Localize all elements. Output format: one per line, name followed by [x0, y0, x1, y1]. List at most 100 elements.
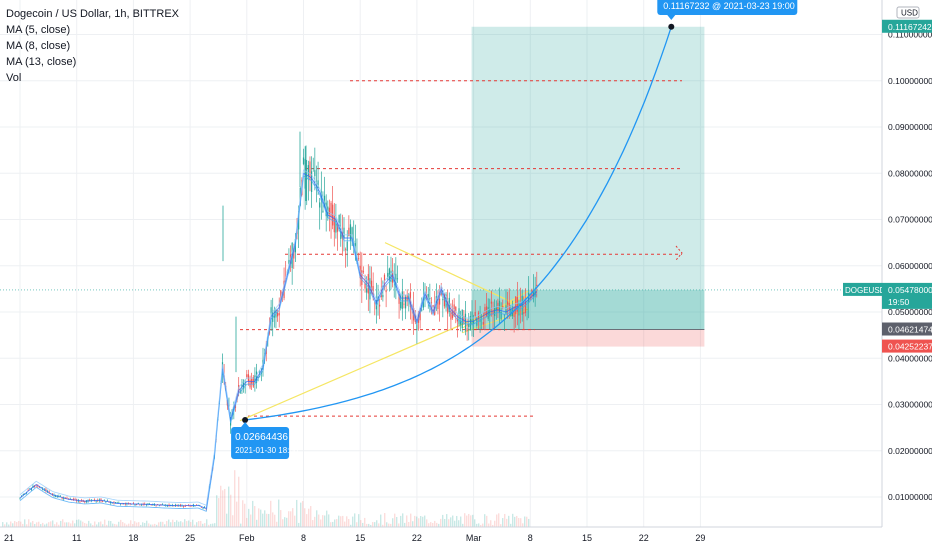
volume-bar — [118, 521, 120, 527]
candle-body — [254, 375, 256, 383]
volume-bar — [426, 519, 428, 527]
legend-vol[interactable]: Vol — [6, 72, 22, 84]
volume-bar — [214, 523, 216, 527]
candle-body — [484, 307, 486, 315]
horizontal-levels[interactable] — [240, 80, 683, 417]
price-tick: 0.03000000 — [888, 400, 932, 410]
candle-body — [103, 500, 105, 501]
volume-bar — [130, 520, 132, 527]
volume-bar — [218, 498, 220, 527]
candle-body — [322, 210, 324, 212]
volume-bar — [242, 500, 244, 527]
volume-bar — [168, 519, 170, 527]
legend-ma5[interactable]: MA (5, close) — [6, 24, 71, 36]
volume-bar — [224, 488, 226, 527]
volume-bar — [508, 515, 510, 527]
volume-bar — [258, 508, 260, 527]
volume-bar — [78, 519, 80, 527]
volume-bar — [390, 523, 392, 527]
volume-bar — [292, 508, 294, 527]
volume-bar — [136, 522, 138, 527]
candle-body — [476, 317, 478, 326]
volume-bar — [280, 510, 282, 527]
volume-bar — [230, 494, 232, 527]
candle-body — [204, 507, 206, 508]
time-tick: 15 — [355, 533, 365, 543]
candle-body — [272, 310, 274, 322]
position-zones[interactable] — [0, 26, 882, 347]
candle-body — [343, 227, 345, 239]
volume-bar — [356, 522, 358, 527]
volume-bar — [250, 514, 252, 527]
volume-bar — [38, 521, 40, 527]
volume-bar — [176, 520, 178, 527]
volume-bar — [84, 523, 86, 527]
candle-body — [474, 312, 476, 316]
volume-bar — [494, 520, 496, 527]
projection-path — [245, 26, 672, 421]
time-tick: Feb — [239, 533, 255, 543]
bottom-callout-box — [231, 427, 290, 460]
candle-body — [419, 311, 421, 321]
volume-bar — [248, 508, 250, 527]
candle-body — [516, 297, 518, 312]
volume-bar — [482, 523, 484, 527]
candle-body — [29, 488, 31, 490]
volume-bar — [474, 519, 476, 527]
candle-body — [114, 502, 117, 504]
volume-bar — [276, 521, 278, 527]
volume-bar — [96, 524, 98, 527]
volume-bar — [82, 521, 84, 527]
candle-body — [398, 294, 400, 304]
volume-bar — [484, 514, 486, 527]
price-axis[interactable]: 0.11000000 0.10000000 0.09000000 0.08000000… — [843, 0, 932, 550]
time-axis[interactable]: 21 11 18 25 Feb 8 15 22 Mar 8 15 22 29 — [0, 526, 932, 550]
legend-ma8[interactable]: MA (8, close) — [6, 40, 71, 52]
volume-bar — [386, 522, 388, 527]
volume-bar — [16, 522, 18, 527]
volume-bar — [296, 499, 298, 527]
volume-bar — [28, 519, 30, 527]
legend-ma13[interactable]: MA (13, close) — [6, 56, 77, 68]
candle-body — [137, 503, 139, 505]
candle-body — [528, 292, 530, 303]
candle-body — [448, 297, 450, 312]
volume-bar — [288, 511, 290, 527]
bottom-callout-value: 0.02664436 — [235, 432, 288, 443]
candle-body — [490, 301, 493, 304]
volume-bar — [378, 523, 380, 527]
volume-bar — [188, 520, 190, 527]
volume-bar — [358, 514, 360, 527]
candle-body — [270, 307, 272, 315]
candle-body — [273, 315, 275, 318]
volume-bar — [58, 524, 60, 527]
time-tick: 25 — [185, 533, 195, 543]
price-tick: 0.01000000 — [888, 492, 932, 502]
time-tick: 21 — [4, 533, 14, 543]
candle-body — [456, 318, 458, 322]
candle-body — [336, 224, 339, 232]
bottom-callout-pointer — [241, 422, 250, 428]
volume-bar — [278, 499, 280, 527]
top-callout-text: 0.11167232 @ 2021-03-23 19:00 — [663, 1, 794, 11]
time-axis-bg — [0, 527, 932, 550]
volume-bar — [452, 515, 454, 527]
candles — [19, 131, 538, 512]
projection-end-point — [668, 23, 675, 30]
volume-bar — [410, 513, 412, 527]
volume-bar — [404, 522, 406, 527]
volume-bar — [438, 523, 440, 527]
volume-bar — [272, 512, 274, 527]
candle-body — [139, 504, 141, 506]
volume-bar — [32, 520, 34, 527]
projection-curve[interactable] — [242, 23, 675, 424]
candle-body — [421, 309, 423, 311]
volume-bar — [222, 490, 224, 527]
volume-bar — [86, 523, 88, 527]
volume-bar — [64, 522, 66, 527]
candle-body — [246, 374, 248, 377]
volume-bar — [114, 523, 116, 527]
volume-bar — [70, 523, 72, 527]
